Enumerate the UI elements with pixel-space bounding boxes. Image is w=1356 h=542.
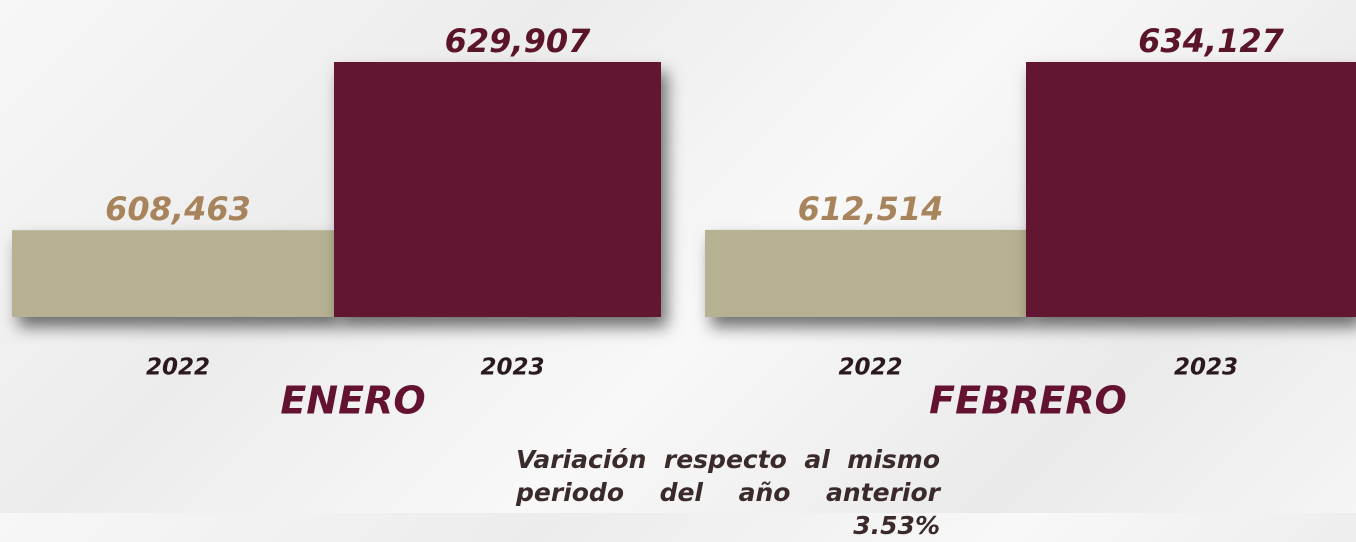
bar: [1026, 62, 1356, 317]
value-label: 612,514: [798, 190, 944, 228]
note: Variación respecto al mismo periodo del …: [516, 445, 940, 540]
value-label: 629,907: [445, 22, 591, 60]
chart: 608,463 2022 629,907 2023 ENERO 612,514 2022 63…: [12, 22, 1356, 423]
x-tick-label: 2023: [480, 355, 544, 381]
x-tick-label: 2023: [1174, 355, 1238, 381]
x-tick-label: 2022: [146, 355, 210, 381]
chart-title: ENERO: [280, 379, 425, 423]
value-label: 608,463: [105, 190, 251, 228]
value-label: 634,127: [1138, 22, 1284, 60]
bar: [705, 229, 1026, 317]
bar: [12, 230, 334, 317]
chart-title: FEBRERO: [929, 379, 1127, 423]
bar: [334, 62, 661, 317]
x-tick-label: 2022: [838, 355, 902, 381]
